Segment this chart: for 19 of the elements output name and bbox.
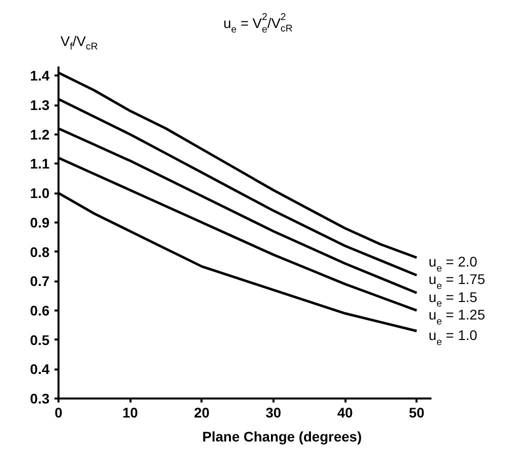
y-tick-label: 1.2 bbox=[30, 126, 50, 142]
y-tick-label: 0.8 bbox=[30, 244, 50, 260]
y-tick-label: 1.4 bbox=[30, 68, 50, 84]
y-tick-label: 0.4 bbox=[30, 361, 50, 378]
y-tick-label: 1.1 bbox=[30, 156, 50, 172]
y-tick-label: 1.3 bbox=[30, 97, 50, 114]
x-tick-label: 50 bbox=[408, 404, 425, 420]
y-tick-label: 0.6 bbox=[30, 302, 50, 318]
x-tick-label: 0 bbox=[54, 404, 63, 420]
x-tick-label: 40 bbox=[337, 404, 354, 420]
x-tick-label: 10 bbox=[122, 404, 138, 420]
y-tick-label: 0.7 bbox=[30, 273, 50, 290]
y-tick-label: 0.9 bbox=[30, 214, 50, 230]
x-tick-label: 30 bbox=[266, 404, 282, 420]
x-tick-label: 20 bbox=[194, 404, 210, 420]
y-tick-label: 0.3 bbox=[30, 390, 50, 406]
y-tick-label: 0.5 bbox=[30, 332, 50, 348]
x-axis-title: Plane Change (degrees) bbox=[202, 428, 362, 444]
y-tick-label: 1.0 bbox=[30, 185, 50, 202]
